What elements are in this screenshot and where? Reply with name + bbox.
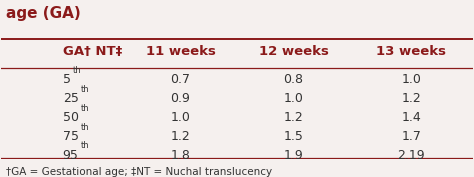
Text: 1.0: 1.0 [171, 111, 191, 124]
Text: th: th [73, 66, 82, 75]
Text: †GA = Gestational age; ‡NT = Nuchal translucency: †GA = Gestational age; ‡NT = Nuchal tran… [6, 167, 272, 177]
Text: 12 weeks: 12 weeks [259, 45, 328, 58]
Text: 1.0: 1.0 [283, 92, 303, 105]
Text: 1.7: 1.7 [401, 130, 421, 143]
Text: 0.9: 0.9 [171, 92, 191, 105]
Text: 0.8: 0.8 [283, 73, 303, 86]
Text: age (GA): age (GA) [6, 6, 81, 21]
Text: 1.2: 1.2 [171, 130, 191, 143]
Text: 95: 95 [63, 149, 79, 162]
Text: 11 weeks: 11 weeks [146, 45, 215, 58]
Text: th: th [81, 141, 89, 150]
Text: 1.0: 1.0 [401, 73, 421, 86]
Text: 75: 75 [63, 130, 79, 143]
Text: 0.7: 0.7 [171, 73, 191, 86]
Text: 2.19: 2.19 [398, 149, 425, 162]
Text: 50: 50 [63, 111, 79, 124]
Text: th: th [81, 104, 89, 113]
Text: th: th [81, 85, 89, 94]
Text: 25: 25 [63, 92, 79, 105]
Text: 1.5: 1.5 [283, 130, 303, 143]
Text: 1.2: 1.2 [401, 92, 421, 105]
Text: 13 weeks: 13 weeks [376, 45, 447, 58]
Text: GA† NT‡: GA† NT‡ [63, 45, 122, 58]
Text: 5: 5 [63, 73, 71, 86]
Text: 1.9: 1.9 [283, 149, 303, 162]
Text: th: th [81, 123, 89, 132]
Text: 1.8: 1.8 [171, 149, 191, 162]
Text: 1.4: 1.4 [401, 111, 421, 124]
Text: 1.2: 1.2 [283, 111, 303, 124]
